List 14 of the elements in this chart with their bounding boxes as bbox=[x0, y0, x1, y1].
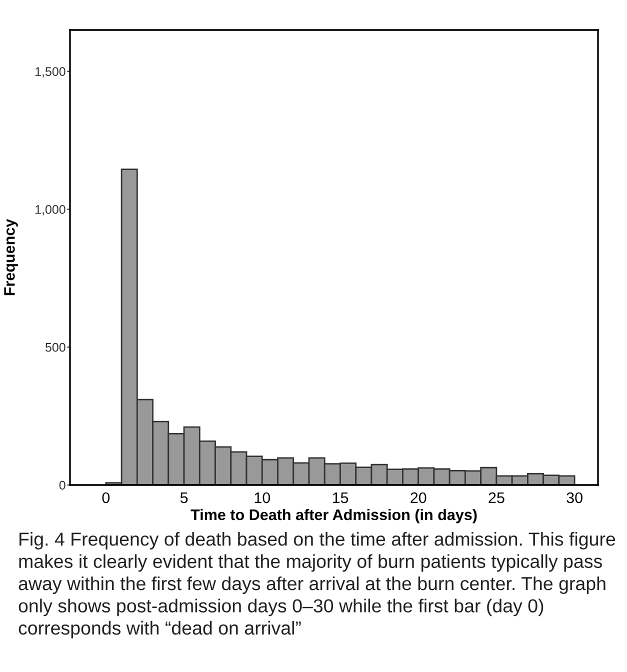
y-tick-label: 0 bbox=[59, 480, 66, 490]
x-tick-label: 15 bbox=[332, 492, 348, 504]
x-tick-label: 25 bbox=[488, 492, 504, 504]
y-axis-title: Frequency bbox=[4, 218, 18, 296]
x-tick-label: 20 bbox=[410, 492, 426, 504]
x-tick-label: 0 bbox=[102, 492, 110, 504]
caption: Fig. 4 Frequency of death based on the time after admission. This figure makes it clearly evident that the majority of burn patients typically pass away within the first few days after arrival at the burn center. The graph only shows post-admission days 0–30 while the first bar (day 0) corresponds with “dead on arrival” bbox=[18, 532, 616, 638]
y-tick-label: 1,500 bbox=[36, 67, 66, 78]
x-tick-label: 30 bbox=[566, 492, 582, 504]
y-tick-label: 500 bbox=[45, 342, 66, 352]
x-tick-label: 5 bbox=[180, 492, 188, 504]
x-tick-label: 10 bbox=[254, 492, 270, 504]
x-axis-title: Time to Death after Admission (in days) bbox=[190, 508, 477, 524]
y-tick-label: 1,000 bbox=[36, 205, 66, 216]
